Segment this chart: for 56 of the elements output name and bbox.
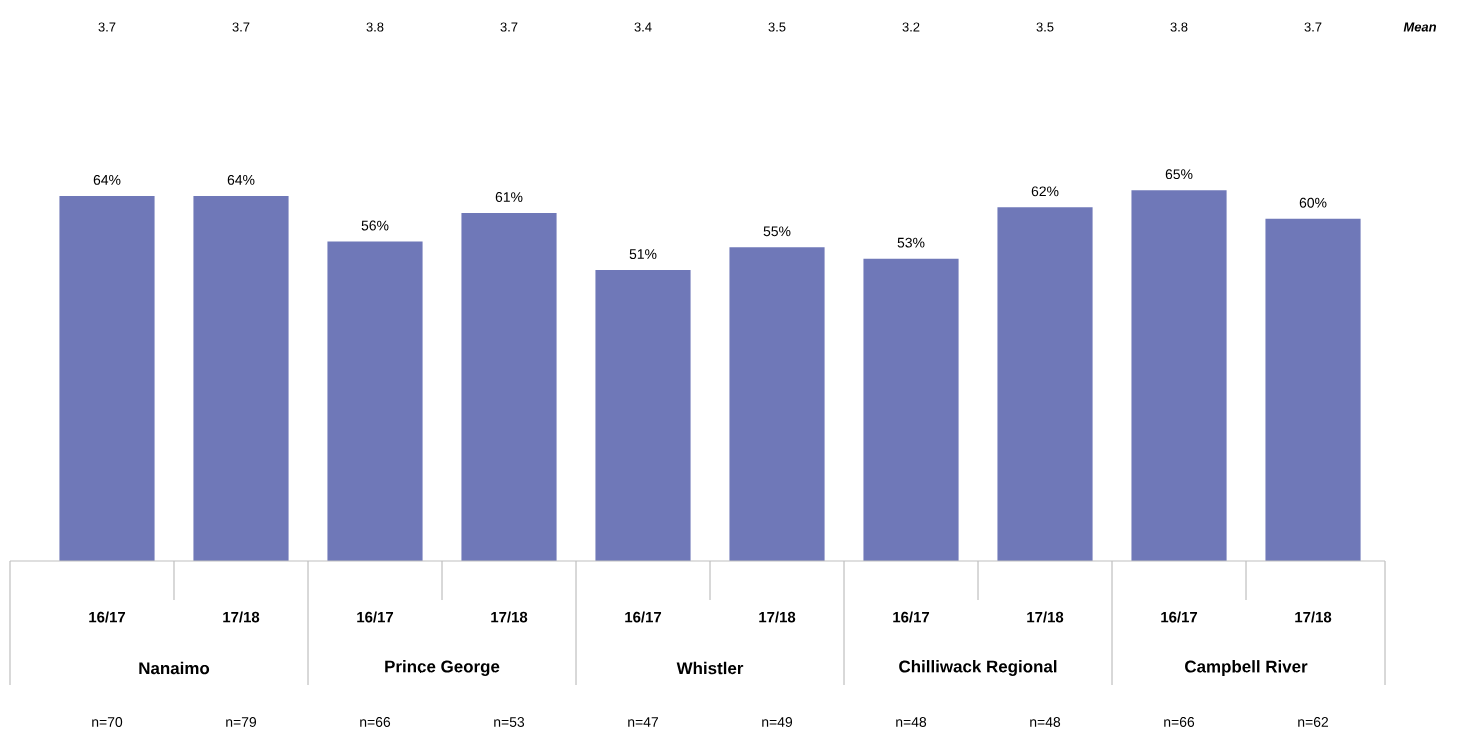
text: 3.8 [366,22,384,32]
x-tick-label: 17/18 [1027,611,1064,623]
x-tick-label: 17/18 [223,611,260,623]
data-label: 64% [227,174,255,185]
data-label: 65% [1165,169,1193,180]
text: n=70 [92,717,123,727]
text: 3.7 [1304,22,1322,32]
text: n=79 [226,717,257,727]
x-tick-label: 17/18 [1295,611,1332,623]
data-label: 53% [897,237,925,248]
bar [1131,190,1227,561]
text: n=53 [494,717,525,727]
data-label: 56% [361,220,389,231]
x-tick-label: 17/18 [491,611,528,623]
text: Prince George [385,660,500,676]
text: 3.7 [232,22,250,32]
x-tick-label: 16/17 [89,611,126,623]
x-tick-label: 17/18 [759,611,796,623]
data-label: 51% [629,249,657,259]
text: Nanaimo [139,661,210,675]
x-tick-label: 16/17 [625,611,662,623]
text: n=47 [628,717,659,727]
text: n=49 [762,717,793,727]
text: 3.7 [500,22,518,32]
data-label: 60% [1299,197,1327,208]
bar [1265,218,1361,561]
text: 3.7 [98,22,116,32]
bar [193,195,289,561]
bar [863,258,959,561]
text: n=48 [896,717,927,727]
text: Whistler [676,661,744,675]
data-label: 62% [1031,186,1059,197]
bar [461,212,557,561]
data-label: 64% [93,174,121,185]
text: 3.5 [768,22,786,32]
text: 3.8 [1170,22,1188,32]
text: n=62 [1298,717,1329,727]
data-label: 55% [763,226,791,237]
x-tick-label: 16/17 [893,611,930,623]
text: n=66 [1164,717,1195,727]
text: Campbell River [1185,660,1308,676]
bar [327,241,423,561]
data-label: 61% [495,192,523,202]
x-tick-label: 16/17 [1161,611,1198,623]
bar [59,195,155,561]
text: 3.5 [1036,22,1054,32]
text: 3.2 [902,22,920,32]
text: Mean [1403,22,1437,32]
text: n=66 [360,717,391,727]
text: n=48 [1030,717,1061,727]
x-tick-label: 16/17 [357,611,394,623]
bar [595,270,691,561]
bar [729,247,825,561]
text: 3.4 [634,22,652,32]
bar [997,207,1093,561]
text: Chilliwack Regional [899,660,1057,676]
